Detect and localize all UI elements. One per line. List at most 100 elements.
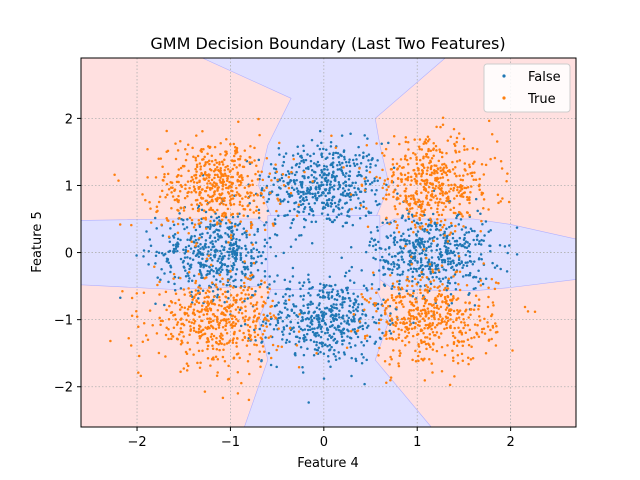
data-point-true [388, 314, 392, 317]
data-point-false [197, 255, 201, 258]
data-point-true [221, 197, 225, 200]
data-point-true [216, 208, 219, 212]
data-point-false [336, 151, 340, 155]
data-point-true [289, 191, 293, 195]
data-point-false [207, 250, 210, 253]
data-point-true [440, 318, 443, 322]
data-point-true [429, 182, 433, 186]
data-point-true [251, 243, 254, 246]
y-tick-label: 0 [65, 247, 73, 262]
data-point-true [411, 206, 414, 210]
data-point-false [374, 164, 377, 167]
data-point-true [419, 278, 422, 282]
data-point-true [413, 326, 416, 330]
data-point-false [232, 263, 236, 267]
data-point-true [469, 172, 472, 175]
data-point-false [399, 238, 403, 242]
data-point-false [364, 214, 368, 217]
data-point-true [219, 141, 222, 145]
data-point-true [210, 332, 214, 336]
data-point-false [296, 145, 299, 148]
data-point-true [169, 186, 173, 189]
data-point-true [220, 311, 224, 314]
data-point-true [191, 146, 194, 150]
data-point-true [182, 209, 186, 212]
data-point-false [373, 238, 377, 241]
data-point-true [466, 186, 470, 189]
data-point-true [297, 203, 301, 206]
data-point-true [385, 330, 388, 334]
data-point-true [430, 314, 434, 318]
data-point-false [320, 153, 323, 157]
data-point-true [446, 287, 450, 290]
data-point-true [200, 197, 204, 200]
data-point-true [424, 138, 428, 141]
data-point-false [312, 152, 316, 156]
data-point-true [213, 145, 217, 149]
data-point-false [213, 253, 217, 257]
data-point-true [257, 357, 261, 361]
data-point-true [426, 307, 430, 310]
data-point-true [242, 281, 246, 285]
data-point-true [436, 167, 440, 171]
data-point-true [432, 279, 436, 282]
data-point-true [194, 156, 197, 160]
data-point-true [194, 244, 197, 248]
data-point-false [199, 253, 203, 256]
data-point-false [359, 201, 362, 205]
data-point-false [267, 175, 271, 179]
data-point-true [386, 298, 390, 301]
data-point-true [197, 272, 201, 276]
data-point-true [435, 331, 439, 334]
data-point-false [455, 247, 459, 250]
data-point-true [195, 163, 199, 166]
data-point-true [482, 198, 486, 201]
data-point-false [396, 192, 399, 195]
data-point-true [435, 298, 438, 302]
data-point-false [310, 209, 314, 213]
data-point-true [235, 191, 239, 194]
data-point-true [393, 205, 397, 208]
data-point-false [232, 243, 235, 246]
data-point-false [366, 179, 370, 182]
data-point-false [227, 257, 230, 260]
data-point-true [412, 230, 415, 234]
data-point-true [424, 142, 428, 145]
data-point-false [319, 310, 323, 314]
data-point-true [407, 215, 410, 219]
data-point-false [357, 170, 361, 174]
data-point-true [396, 184, 400, 187]
data-point-false [472, 287, 476, 291]
data-point-false [272, 328, 276, 331]
data-point-false [266, 296, 270, 300]
data-point-true [429, 159, 432, 163]
data-point-false [187, 244, 191, 248]
data-point-false [441, 277, 445, 280]
data-point-true [206, 160, 209, 164]
data-point-true [207, 173, 210, 176]
data-point-true [144, 334, 148, 337]
data-point-true [490, 314, 493, 318]
data-point-false [316, 160, 320, 164]
data-point-true [202, 209, 206, 212]
data-point-false [353, 164, 357, 168]
data-point-false [302, 158, 305, 162]
data-point-true [486, 325, 490, 328]
data-point-false [228, 243, 232, 247]
data-point-false [350, 265, 354, 269]
data-point-true [455, 344, 459, 348]
data-point-true [206, 194, 210, 197]
data-point-true [407, 175, 410, 179]
data-point-false [345, 192, 349, 196]
data-point-false [293, 352, 297, 356]
data-point-false [398, 292, 401, 295]
data-point-true [445, 326, 449, 330]
data-point-false [192, 274, 196, 277]
data-point-false [296, 335, 299, 339]
data-point-true [477, 308, 480, 311]
data-point-true [394, 220, 397, 224]
data-point-false [182, 259, 185, 263]
data-point-false [395, 241, 399, 244]
data-point-true [365, 334, 369, 337]
data-point-false [330, 220, 334, 224]
